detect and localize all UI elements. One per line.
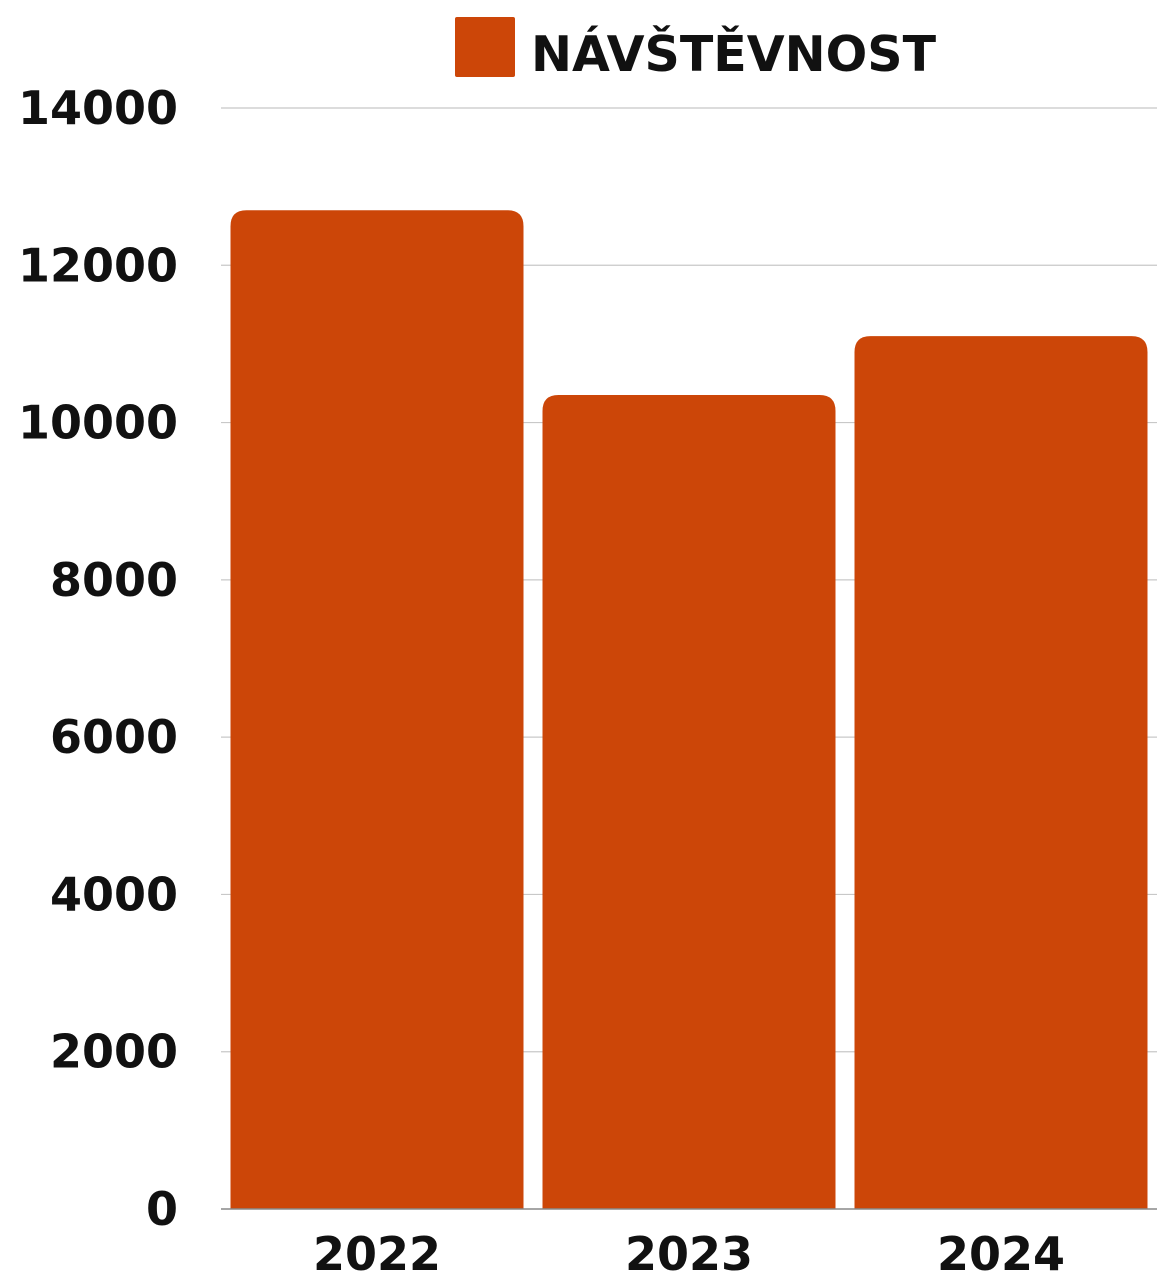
y-tick-label: 14000 bbox=[18, 81, 178, 135]
y-tick-label: 2000 bbox=[50, 1025, 178, 1079]
y-tick-labels: 0 2000 4000 6000 8000 10000 12000 14000 bbox=[18, 81, 178, 1236]
x-tick-label: 2023 bbox=[625, 1227, 753, 1278]
y-tick-label: 10000 bbox=[18, 396, 178, 450]
bars bbox=[230, 210, 1148, 1210]
bar-2023 bbox=[542, 395, 836, 1210]
x-tick-labels: 2022 2023 2024 bbox=[313, 1227, 1065, 1278]
x-tick-label: 2022 bbox=[313, 1227, 441, 1278]
legend-swatch bbox=[455, 17, 515, 77]
y-tick-label: 12000 bbox=[18, 238, 178, 292]
y-tick-label: 8000 bbox=[50, 553, 178, 607]
y-tick-label: 6000 bbox=[50, 710, 178, 764]
legend-label: NÁVŠTĚVNOST bbox=[531, 24, 937, 83]
bar-2022 bbox=[230, 210, 524, 1209]
y-tick-label: 0 bbox=[146, 1182, 178, 1236]
x-tick-label: 2024 bbox=[937, 1227, 1065, 1278]
legend: NÁVŠTĚVNOST bbox=[455, 17, 937, 83]
y-tick-label: 4000 bbox=[50, 867, 178, 921]
bar-2024 bbox=[854, 336, 1148, 1209]
